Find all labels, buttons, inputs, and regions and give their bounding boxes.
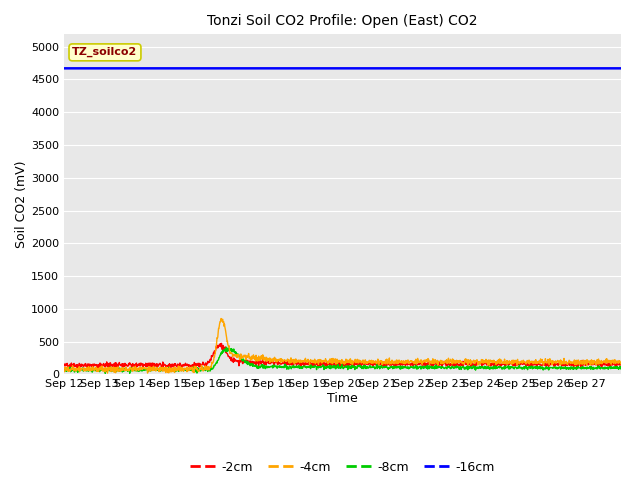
X-axis label: Time: Time <box>327 392 358 405</box>
Y-axis label: Soil CO2 (mV): Soil CO2 (mV) <box>15 160 28 248</box>
Title: Tonzi Soil CO2 Profile: Open (East) CO2: Tonzi Soil CO2 Profile: Open (East) CO2 <box>207 14 477 28</box>
Text: TZ_soilco2: TZ_soilco2 <box>72 47 138 58</box>
Legend: -2cm, -4cm, -8cm, -16cm: -2cm, -4cm, -8cm, -16cm <box>186 456 499 479</box>
